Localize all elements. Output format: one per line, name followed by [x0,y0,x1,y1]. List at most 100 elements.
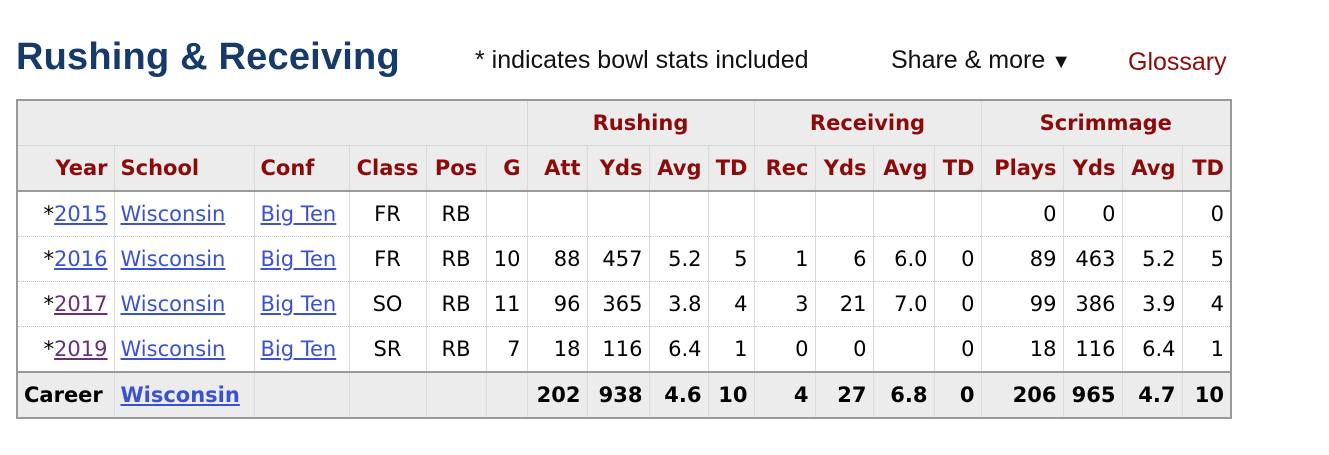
plays-cell: 99 [981,281,1064,327]
column-header-row: Year School Conf Class Pos G Att Yds Avg… [17,145,1231,192]
year-link[interactable]: 2017 [54,292,108,316]
bowl-marker: * [43,292,55,316]
table-row: *2015 Wisconsin Big Ten FR RB 0 0 0 [17,191,1231,237]
col-header-conf[interactable]: Conf [254,145,350,192]
scrim-yds-cell: 386 [1063,281,1123,327]
col-header-scrim-yds[interactable]: Yds [1063,145,1123,192]
bowl-marker: * [43,247,55,271]
bowl-stats-note: * indicates bowl stats included [475,46,809,74]
rush-avg-cell: 6.4 [649,326,709,373]
school-link[interactable]: Wisconsin [120,247,226,271]
rec-yds-cell: 21 [815,281,874,327]
rush-td-cell: 5 [708,236,755,282]
rec-avg-cell: 7.0 [873,281,935,327]
school-cell: Wisconsin [114,281,255,327]
group-header-receiving: Receiving [754,100,982,146]
col-header-rush-avg[interactable]: Avg [649,145,709,192]
class-cell: SR [349,326,427,373]
games-cell: 11 [486,281,528,327]
career-rec-avg: 6.8 [873,371,935,418]
scrim-td-cell: 5 [1182,236,1231,282]
conf-link[interactable]: Big Ten [260,337,337,361]
career-rec-td: 0 [934,371,982,418]
bowl-marker: * [43,202,55,226]
rush-att-cell: 96 [527,281,588,327]
pos-cell: RB [426,281,487,327]
rec-avg-cell [873,326,935,373]
scrim-avg-cell: 5.2 [1122,236,1183,282]
rush-yds-cell: 457 [587,236,650,282]
school-link[interactable]: Wisconsin [120,292,226,316]
career-conf-cell [254,371,350,418]
col-header-rec[interactable]: Rec [754,145,816,192]
rec-avg-cell: 6.0 [873,236,935,282]
year-link[interactable]: 2016 [54,247,108,271]
conf-cell: Big Ten [254,281,350,327]
group-header-scrimmage: Scrimmage [981,100,1231,146]
career-scrim-avg: 4.7 [1122,371,1183,418]
conf-cell: Big Ten [254,191,350,237]
rush-yds-cell [587,191,650,237]
glossary-link[interactable]: Glossary [1128,48,1227,76]
col-header-scrim-td[interactable]: TD [1182,145,1231,192]
col-header-rec-avg[interactable]: Avg [873,145,935,192]
plays-cell: 89 [981,236,1064,282]
year-link[interactable]: 2015 [54,202,108,226]
conf-cell: Big Ten [254,236,350,282]
rush-td-cell: 1 [708,326,755,373]
table-row: *2016 Wisconsin Big Ten FR RB 10 88 457 … [17,236,1231,282]
pos-cell: RB [426,236,487,282]
col-header-plays[interactable]: Plays [981,145,1064,192]
scrim-avg-cell [1122,191,1183,237]
col-header-year[interactable]: Year [17,145,115,192]
year-cell: *2017 [17,281,115,327]
table-row: *2017 Wisconsin Big Ten SO RB 11 96 365 … [17,281,1231,327]
col-header-class[interactable]: Class [349,145,427,192]
col-header-rush-att[interactable]: Att [527,145,588,192]
career-school-link[interactable]: Wisconsin [120,383,240,407]
year-link[interactable]: 2019 [54,337,108,361]
career-rush-avg: 4.6 [649,371,709,418]
games-cell: 7 [486,326,528,373]
col-header-scrim-avg[interactable]: Avg [1122,145,1183,192]
career-label: Career [17,371,115,418]
rec-td-cell: 0 [934,236,982,282]
rec-yds-cell [815,191,874,237]
scrim-yds-cell: 463 [1063,236,1123,282]
col-header-pos[interactable]: Pos [426,145,487,192]
rush-avg-cell: 5.2 [649,236,709,282]
caret-down-icon: ▼ [1051,51,1072,73]
rec-yds-cell: 6 [815,236,874,282]
scrim-td-cell: 4 [1182,281,1231,327]
conf-link[interactable]: Big Ten [260,247,337,271]
rec-avg-cell [873,191,935,237]
pos-cell: RB [426,326,487,373]
col-header-rec-yds[interactable]: Yds [815,145,874,192]
school-link[interactable]: Wisconsin [120,337,226,361]
col-header-rush-yds[interactable]: Yds [587,145,650,192]
career-plays: 206 [981,371,1064,418]
class-cell: FR [349,191,427,237]
rec-td-cell: 0 [934,281,982,327]
scrim-avg-cell: 6.4 [1122,326,1183,373]
rush-yds-cell: 116 [587,326,650,373]
career-rec-yds: 27 [815,371,874,418]
col-header-rec-td[interactable]: TD [934,145,982,192]
year-cell: *2019 [17,326,115,373]
career-games-cell [486,371,528,418]
career-class-cell [349,371,427,418]
career-scrim-yds: 965 [1063,371,1123,418]
career-school-cell: Wisconsin [114,371,255,418]
col-header-games[interactable]: G [486,145,528,192]
scrim-yds-cell: 116 [1063,326,1123,373]
career-pos-cell [426,371,487,418]
group-header-rushing: Rushing [527,100,755,146]
col-header-school[interactable]: School [114,145,255,192]
share-and-more-button[interactable]: Share & more ▼ [891,46,1071,75]
section-title: Rushing & Receiving [16,36,400,78]
conf-link[interactable]: Big Ten [260,202,337,226]
scrim-yds-cell: 0 [1063,191,1123,237]
conf-link[interactable]: Big Ten [260,292,337,316]
col-header-rush-td[interactable]: TD [708,145,755,192]
school-link[interactable]: Wisconsin [120,202,226,226]
